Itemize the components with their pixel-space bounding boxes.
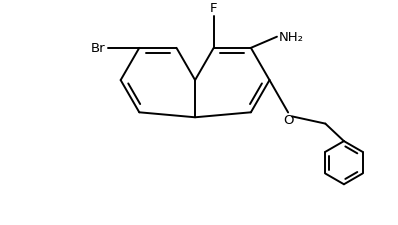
Text: O: O — [283, 114, 293, 127]
Text: NH₂: NH₂ — [279, 31, 304, 44]
Text: Br: Br — [91, 42, 106, 55]
Text: F: F — [210, 2, 217, 15]
